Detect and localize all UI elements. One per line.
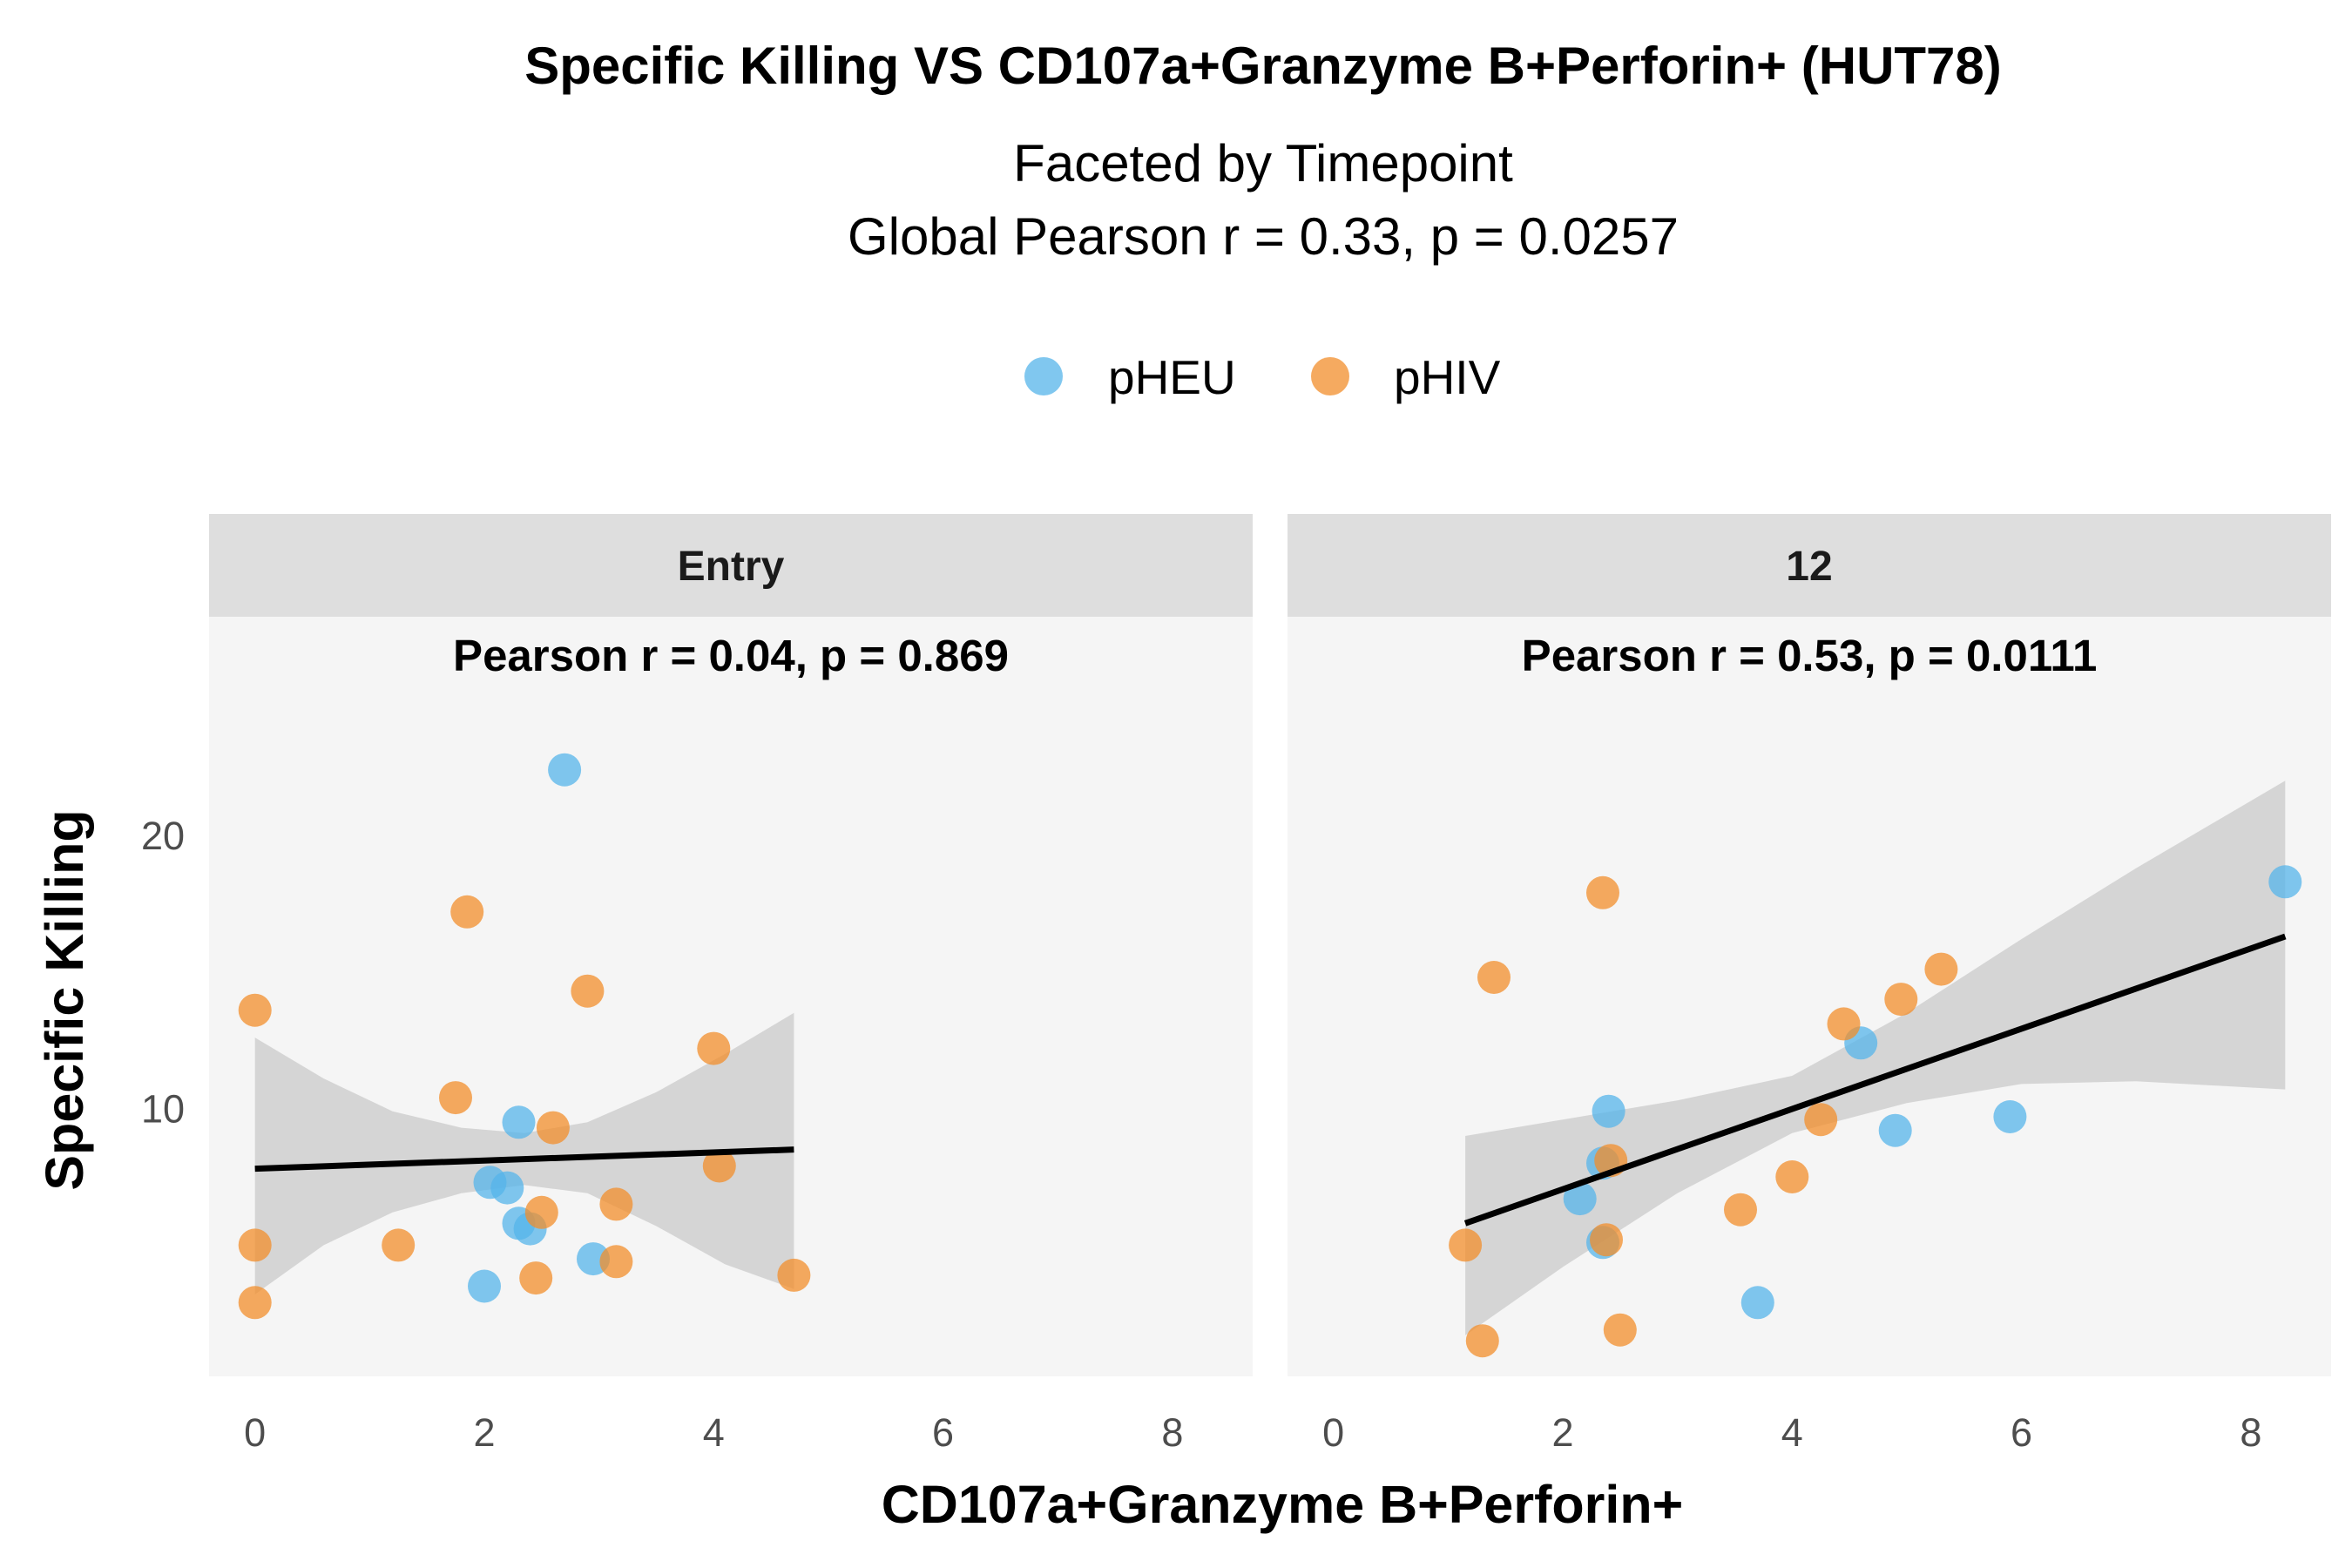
data-point-12-phiv-13 [1827, 1007, 1861, 1041]
x-tick-label-12-4: 4 [1781, 1410, 1803, 1455]
chart-subtitle-line-2: Global Pearson r = 0.33, p = 0.0257 [848, 207, 1679, 266]
x-tick-label-12-6: 6 [2011, 1410, 2032, 1455]
legend-key-phiv [1311, 357, 1349, 395]
data-point-12-phiv-10 [1924, 952, 1958, 986]
x-tick-label-entry-0: 0 [244, 1410, 266, 1455]
legend: pHEU pHIV [1024, 350, 1501, 404]
facet-strip-12 [1288, 514, 2331, 617]
chart-title: Specific Killing VS CD107a+Granzyme B+Pe… [524, 37, 2002, 95]
data-point-entry-pheu-0 [548, 753, 582, 787]
data-point-12-phiv-11 [1477, 961, 1511, 994]
data-point-entry-phiv-16 [524, 1195, 558, 1229]
pearson-annotation-entry: Pearson r = 0.04, p = 0.869 [453, 631, 1009, 680]
facet-strip-entry [209, 514, 1253, 617]
data-point-12-phiv-21 [1465, 1324, 1499, 1358]
data-point-12-phiv-16 [1775, 1160, 1809, 1193]
facet-panel-12: 12 Pearson r = 0.53, p = 0.0111 0 2 4 6 8 [1288, 514, 2331, 1455]
data-point-entry-phiv-8 [450, 895, 484, 929]
legend-label-pheu: pHEU [1108, 350, 1236, 404]
confidence-ribbon-12 [1465, 781, 2286, 1335]
x-tick-label-entry-8: 8 [1161, 1410, 1183, 1455]
regression-line-12 [1463, 933, 2287, 1227]
x-tick-label-entry-4: 4 [703, 1410, 725, 1455]
legend-label-phiv: pHIV [1394, 350, 1501, 404]
data-point-12-pheu-4 [1878, 1113, 1912, 1147]
data-point-entry-phiv-11 [697, 1031, 731, 1065]
data-point-entry-pheu-3 [490, 1171, 524, 1205]
data-point-entry-phiv-13 [536, 1111, 570, 1145]
data-point-12-phiv-18 [1590, 1223, 1623, 1257]
data-point-entry-phiv-10 [238, 993, 272, 1027]
data-point-12-pheu-0 [2268, 865, 2302, 899]
data-point-12-phiv-19 [1449, 1228, 1483, 1262]
data-point-entry-phiv-18 [382, 1228, 416, 1262]
data-point-12-pheu-3 [1993, 1100, 2027, 1133]
y-axis: 10 20 [141, 814, 185, 1132]
x-axis-title: CD107a+Granzyme B+Perforin+ [882, 1475, 1684, 1534]
data-point-12-phiv-20 [1603, 1313, 1637, 1347]
data-point-12-pheu-8 [1740, 1286, 1774, 1320]
data-point-entry-phiv-22 [238, 1286, 272, 1320]
x-tick-label-12-2: 2 [1551, 1410, 1573, 1455]
data-point-12-pheu-2 [1592, 1094, 1625, 1128]
legend-key-pheu [1024, 357, 1063, 395]
facet-strip-label-12: 12 [1786, 544, 1832, 590]
data-point-entry-phiv-19 [599, 1245, 633, 1279]
data-point-12-phiv-9 [1586, 875, 1619, 909]
confidence-ribbon-entry [254, 1012, 794, 1294]
data-point-entry-phiv-17 [238, 1228, 272, 1262]
data-point-12-phiv-17 [1724, 1193, 1757, 1227]
data-point-entry-phiv-12 [439, 1081, 472, 1115]
x-tick-label-12-0: 0 [1322, 1410, 1344, 1455]
data-point-12-phiv-14 [1804, 1103, 1838, 1137]
data-point-12-pheu-6 [1563, 1182, 1597, 1216]
x-tick-label-entry-2: 2 [473, 1410, 495, 1455]
data-point-entry-phiv-9 [571, 974, 605, 1008]
x-tick-label-12-8: 8 [2240, 1410, 2261, 1455]
facet-strip-label-entry: Entry [678, 544, 785, 590]
data-point-12-phiv-12 [1884, 983, 1918, 1017]
data-point-entry-phiv-15 [599, 1187, 633, 1221]
data-point-entry-pheu-7 [468, 1269, 501, 1303]
pearson-annotation-12: Pearson r = 0.53, p = 0.0111 [1522, 631, 2098, 680]
data-point-entry-phiv-14 [702, 1149, 736, 1183]
data-point-entry-phiv-20 [519, 1261, 553, 1295]
facet-panel-entry: Entry Pearson r = 0.04, p = 0.869 0 2 4 6 8 [209, 514, 1253, 1455]
data-point-entry-pheu-1 [502, 1105, 536, 1139]
y-tick-label-20: 20 [141, 814, 185, 858]
regression-line-entry [254, 1146, 794, 1173]
y-axis-title: Specific Killing [35, 809, 94, 1190]
data-point-entry-phiv-21 [777, 1258, 811, 1292]
x-tick-label-entry-6: 6 [932, 1410, 954, 1455]
chart-subtitle-line-1: Faceted by Timepoint [1013, 134, 1513, 193]
y-tick-label-10: 10 [141, 1087, 185, 1132]
